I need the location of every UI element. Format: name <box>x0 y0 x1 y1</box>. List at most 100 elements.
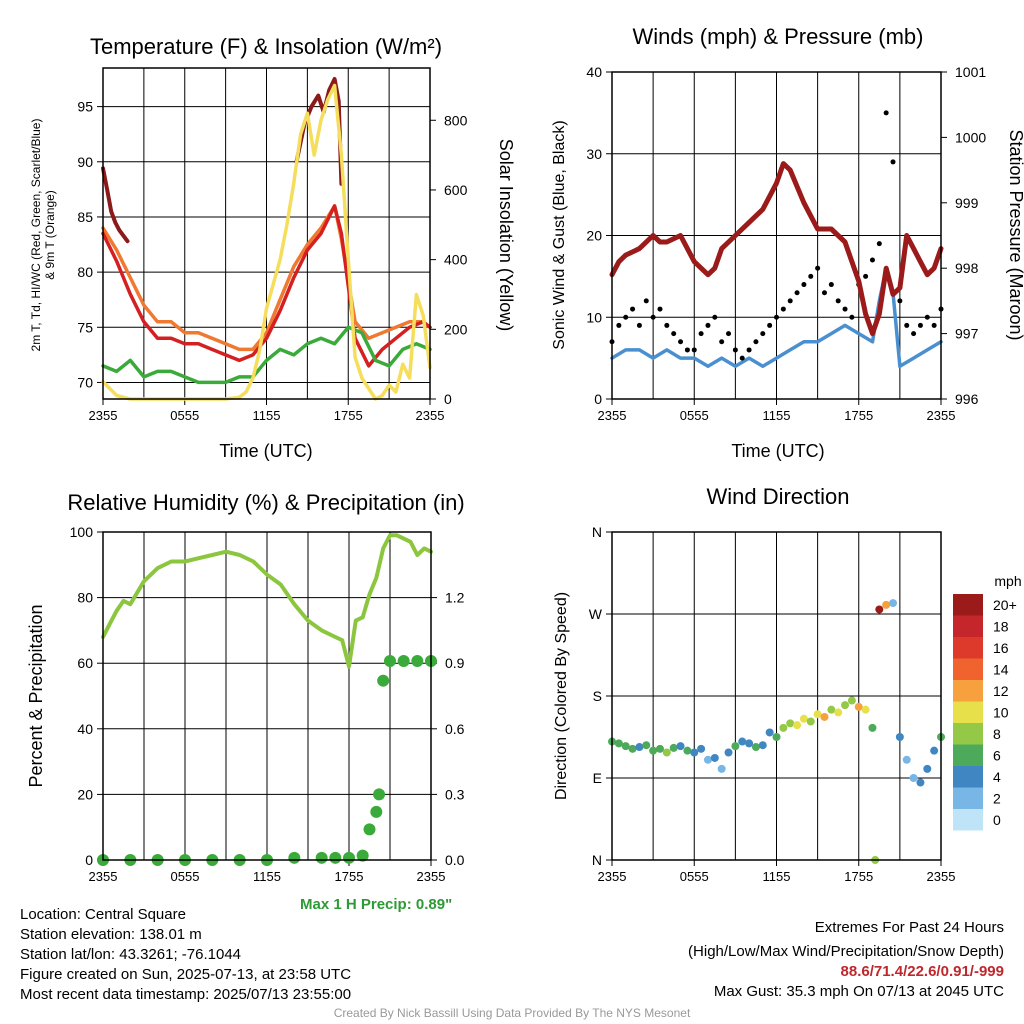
winds-gust-point <box>780 306 786 312</box>
temperature-ylabel: 2m T, Td, HI/WC (Red, Green, Scarlet/Blu… <box>29 119 57 352</box>
legend-label: 14 <box>993 662 1009 678</box>
winds-xtick-label: 1155 <box>763 408 791 423</box>
humidity-y2tick-label: 0.6 <box>445 721 465 737</box>
direction-xtick-label: 1755 <box>844 869 873 884</box>
winds-gust-point <box>636 322 642 328</box>
humidity-ytick-label: 0 <box>85 852 93 868</box>
winds-gust-point <box>876 241 882 247</box>
direction-point <box>806 717 815 726</box>
legend-label: 8 <box>993 726 1001 742</box>
direction-point <box>697 744 706 753</box>
humidity-line <box>101 533 433 669</box>
station-location: Location: Central Square <box>20 906 186 923</box>
direction-point <box>930 746 939 755</box>
temperature-ylabel-line1: 2m T, Td, HI/WC (Red, Green, Scarlet/Blu… <box>29 119 43 352</box>
legend-label: 20+ <box>993 597 1017 613</box>
legend-label: 16 <box>993 640 1009 656</box>
winds-gust-point <box>719 339 725 345</box>
temperature-series-line <box>101 204 432 352</box>
temperature-xtick-label: 1755 <box>334 408 363 423</box>
winds-gust-point <box>808 273 814 279</box>
winds-gust-point <box>705 322 711 328</box>
winds-ylabel: Sonic Wind & Gust (Blue, Black) <box>551 120 568 349</box>
direction-point <box>847 696 856 705</box>
legend-label: 0 <box>993 812 1001 828</box>
winds-plot-border <box>611 71 942 400</box>
precip-point <box>329 851 342 864</box>
winds-gust-point <box>753 339 759 345</box>
legend-label: 18 <box>993 619 1009 635</box>
winds-gust-point <box>897 298 903 304</box>
direction-xtick-label: 2355 <box>598 869 627 884</box>
direction-point <box>882 600 891 609</box>
winds-gust-point <box>684 347 690 353</box>
direction-point <box>861 705 870 714</box>
direction-point <box>923 764 932 773</box>
winds-xtick-label: 2355 <box>927 408 956 423</box>
temperature-y2label: Solar Insolation (Yellow) <box>496 139 516 331</box>
winds-gust-point <box>917 322 923 328</box>
humidity-xtick-label: 1755 <box>335 869 364 884</box>
humidity-ylabel: Percent & Precipitation <box>26 604 46 787</box>
direction-ylabel: Direction (Colored By Speed) <box>553 592 570 800</box>
precip-point <box>373 788 386 801</box>
winds-xtick-label: 0555 <box>680 408 709 423</box>
direction-point <box>799 714 808 723</box>
winds-gust-point <box>643 298 649 304</box>
temperature-ytick-label: 75 <box>77 319 93 335</box>
legend-swatch <box>953 701 983 723</box>
humidity-ytick-label: 80 <box>77 590 93 606</box>
winds-gust-point <box>924 314 930 320</box>
direction-xtick-label: 1155 <box>763 869 791 884</box>
direction-point <box>868 723 877 732</box>
legend-label: 6 <box>993 748 1001 764</box>
winds-ytick-label: 30 <box>586 146 602 162</box>
legend-swatch <box>953 723 983 745</box>
winds-gust-point <box>650 314 656 320</box>
temperature-y2tick-label: 0 <box>444 391 452 407</box>
humidity-xtick-label: 1155 <box>253 869 281 884</box>
temperature-series-line <box>101 166 130 244</box>
winds-gust-point <box>863 273 869 279</box>
direction-point <box>628 744 637 753</box>
direction-point <box>779 723 788 732</box>
winds-y2label: Station Pressure (Maroon) <box>1006 129 1024 340</box>
humidity-y2tick-label: 0.3 <box>445 786 465 802</box>
direction-point <box>649 746 658 755</box>
winds-gust-point <box>767 322 773 328</box>
precip-point <box>384 655 396 668</box>
legend-swatch <box>953 787 983 809</box>
legend-swatch <box>953 637 983 659</box>
direction-point <box>683 746 692 755</box>
winds-gust-point <box>760 331 766 337</box>
direction-point <box>772 733 781 741</box>
winds-y2tick-label: 1000 <box>955 129 986 145</box>
humidity-y2tick-label: 0.0 <box>445 852 465 868</box>
direction-point <box>813 710 822 719</box>
temperature-y2tick-label: 200 <box>444 321 468 337</box>
legend-label: 2 <box>993 791 1001 807</box>
direction-ytick-label: W <box>589 606 603 622</box>
direction-point <box>717 764 726 773</box>
temperature-xtick-label: 2355 <box>89 408 118 423</box>
direction-point <box>854 702 863 711</box>
winds-gust-point <box>732 347 738 353</box>
figure-created: Figure created on Sun, 2025-07-13, at 23… <box>20 966 352 983</box>
direction-point <box>875 605 884 614</box>
legend-label: 10 <box>993 705 1009 721</box>
direction-ytick-label: N <box>592 852 602 868</box>
direction-point <box>786 719 795 728</box>
winds-gust-point <box>657 306 663 312</box>
credit-line: Created By Nick Bassill Using Data Provi… <box>333 1006 691 1020</box>
winds-gust-point <box>890 159 896 165</box>
winds-gust-point <box>842 306 848 312</box>
humidity-y2tick-label: 0.9 <box>445 655 465 671</box>
direction-legend-title: mph <box>994 573 1021 589</box>
temperature-ylabel-line2: & 9m T (Orange) <box>43 190 57 280</box>
winds-y2tick-label: 998 <box>955 260 979 276</box>
direction-ytick-label: N <box>592 524 602 540</box>
winds-ytick-label: 20 <box>586 228 602 244</box>
direction-point <box>635 743 644 752</box>
winds-gust-point <box>815 265 821 271</box>
